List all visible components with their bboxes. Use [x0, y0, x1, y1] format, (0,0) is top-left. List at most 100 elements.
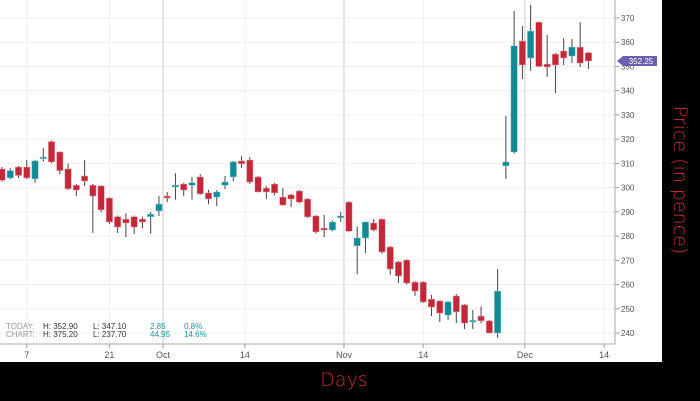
candle-down [395, 261, 402, 277]
candle-down [0, 168, 6, 181]
candle-down [461, 304, 469, 324]
axes: 240 250 260 270 280 290 300 310 320 330 340 350 360 3… [0, 0, 657, 360]
candle-up [568, 46, 576, 57]
price-summary: TODAY: H: 352.90 L: 347.10 2.85 0.8% CHA… [6, 323, 207, 339]
y-tick-label: 350 [621, 62, 635, 71]
candle-up [469, 320, 477, 323]
summary-chart: CHART: H: 375.20 L: 237.70 44.95 14.6% [6, 330, 207, 339]
candle-up [353, 237, 361, 247]
x-tick-label: 7 [24, 350, 29, 360]
candle-up [172, 184, 179, 188]
candle-up [527, 30, 535, 59]
candle-down [518, 40, 526, 66]
candle-down [81, 175, 89, 182]
candle-down [97, 185, 105, 211]
candle-down [180, 183, 188, 191]
candle-down [535, 21, 543, 67]
candle-down [23, 166, 31, 179]
candle-up [213, 191, 221, 198]
candle-down [271, 183, 279, 194]
y-tick-label: 280 [621, 232, 635, 241]
candle-up [39, 156, 47, 159]
candle-down [114, 216, 122, 228]
x-tick-label: 21 [104, 350, 114, 360]
candle-down [246, 159, 254, 183]
candle-down [287, 194, 295, 200]
candle-down [163, 195, 171, 199]
candle-down [551, 53, 559, 66]
y-tick-label: 340 [621, 87, 635, 96]
candle-down [386, 246, 394, 270]
candle-down [56, 151, 64, 171]
candles [0, 4, 592, 338]
y-tick-label: 330 [621, 111, 635, 120]
candle-down [419, 281, 427, 303]
candle-up [31, 160, 39, 180]
candle-down [262, 187, 270, 193]
candle-down [370, 222, 378, 231]
candle-down [72, 184, 80, 191]
candle-down [64, 168, 72, 190]
candle-up [328, 221, 336, 231]
candle-up [494, 290, 502, 334]
candle-down [15, 166, 22, 176]
x-axis-title: Days [320, 369, 368, 391]
last-price-badge [617, 56, 657, 67]
candle-down [543, 63, 551, 68]
x-tick-label: 14 [240, 350, 250, 360]
y-tick-label: 300 [621, 184, 635, 193]
y-tick-label: 290 [621, 208, 635, 217]
candle-down [138, 218, 146, 223]
candle-up [444, 301, 452, 316]
candle-down [254, 176, 262, 193]
x-tick-label: Dec [517, 350, 534, 360]
candle-down [428, 298, 435, 308]
summary-today: TODAY: H: 352.90 L: 347.10 2.85 0.8% [6, 322, 203, 331]
y-tick-label: 240 [621, 329, 635, 338]
y-tick-label: 320 [621, 135, 635, 144]
candle-down [585, 52, 592, 62]
candle-down [452, 295, 460, 313]
candle-up [147, 214, 155, 217]
y-tick-label: 260 [621, 281, 635, 290]
x-tick-label: Nov [336, 350, 353, 360]
candle-up [229, 161, 237, 178]
y-axis-title: Price (in pence) [669, 105, 691, 255]
y-tick-label: 310 [621, 159, 635, 168]
y-tick-label: 360 [621, 38, 635, 47]
candle-down [560, 50, 568, 59]
candle-down [312, 215, 320, 233]
y-tick-label: 370 [621, 14, 635, 23]
last-price-label: 352.25 [629, 57, 654, 66]
candle-down [122, 218, 130, 224]
candle-down [345, 201, 353, 232]
candle-down [130, 216, 138, 228]
candle-up [510, 45, 518, 153]
candle-down [304, 198, 312, 218]
x-tick-label: 14 [418, 350, 428, 360]
candle-down [411, 281, 419, 292]
x-tick-label: 14 [599, 350, 609, 360]
candle-up [361, 221, 369, 239]
candle-down [378, 218, 386, 253]
y-tick-label: 270 [621, 256, 635, 265]
x-tick-label: Oct [156, 350, 171, 360]
candle-up [6, 170, 14, 179]
candle-up [337, 215, 345, 218]
candle-down [403, 259, 411, 284]
y-tick-label: 250 [621, 305, 635, 314]
candle-up [221, 181, 229, 186]
candle-down [485, 320, 493, 334]
candle-down [238, 160, 245, 165]
candle-up [502, 161, 510, 167]
candle-down [295, 190, 303, 203]
candle-down [436, 300, 444, 314]
candle-down [279, 196, 287, 206]
candle-down [205, 192, 212, 200]
candle-down [477, 315, 485, 322]
candle-down [105, 197, 113, 223]
candle-down [576, 46, 584, 64]
candle-down [89, 184, 97, 197]
candle-down [196, 176, 204, 195]
